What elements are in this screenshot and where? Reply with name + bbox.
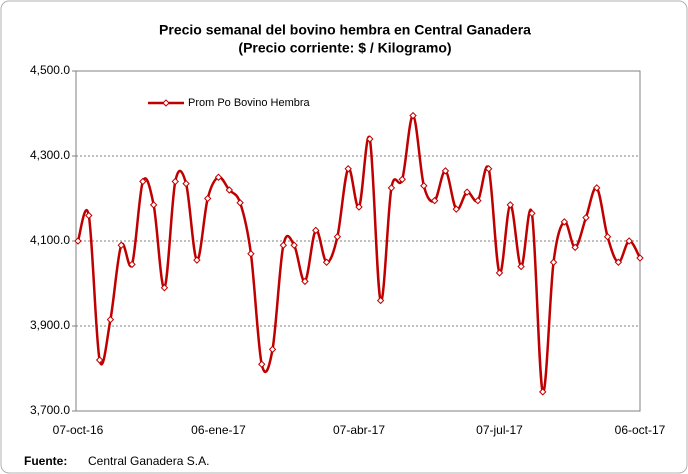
point-marker <box>193 256 201 264</box>
chart-subtitle: (Precio corriente: $ / Kilogramo) <box>238 40 451 56</box>
x-tick-label: 07-oct-16 <box>53 423 104 437</box>
y-tick-label: 4,500.0 <box>30 63 70 77</box>
point-marker <box>636 254 644 262</box>
y-tick-label: 4,300.0 <box>30 148 70 162</box>
point-marker <box>387 184 396 192</box>
point-marker <box>420 182 428 190</box>
point-marker <box>268 345 277 354</box>
point-marker <box>452 205 460 213</box>
x-tick-label: 06-oct-17 <box>615 423 666 437</box>
point-marker <box>258 360 266 368</box>
point-marker <box>441 167 450 175</box>
legend-label: Prom Po Bovino Hembra <box>188 97 311 109</box>
point-marker <box>247 250 255 258</box>
point-marker <box>203 194 212 203</box>
source-label: Fuente: <box>24 454 67 468</box>
point-marker <box>95 356 104 364</box>
point-marker <box>398 175 406 184</box>
point-marker <box>549 258 558 266</box>
point-marker <box>160 284 169 292</box>
point-marker <box>571 243 579 252</box>
point-marker <box>463 188 471 196</box>
point-marker <box>322 258 331 266</box>
x-tick-label: 07-abr-17 <box>333 423 385 437</box>
point-marker <box>236 199 244 207</box>
legend-marker <box>162 99 170 107</box>
point-marker <box>149 201 158 209</box>
point-marker <box>474 196 482 205</box>
x-tick-label: 07-jul-17 <box>476 423 523 437</box>
point-marker <box>495 269 504 277</box>
point-marker <box>560 218 569 226</box>
point-marker <box>279 241 288 249</box>
point-marker <box>139 177 147 186</box>
point-marker <box>528 209 536 218</box>
point-marker <box>593 184 601 192</box>
point-marker <box>366 135 374 143</box>
point-marker <box>128 260 136 269</box>
point-marker <box>409 111 417 120</box>
point-marker <box>312 226 320 235</box>
point-marker <box>301 277 309 286</box>
point-marker <box>225 186 234 194</box>
point-marker <box>290 241 298 249</box>
y-tick-label: 3,700.0 <box>30 403 70 417</box>
point-marker <box>344 165 352 173</box>
point-marker <box>603 233 612 241</box>
point-marker <box>430 196 439 205</box>
y-tick-label: 4,100.0 <box>30 233 70 247</box>
point-marker <box>171 177 179 186</box>
point-marker <box>506 201 515 209</box>
point-marker <box>85 211 93 220</box>
point-marker <box>214 173 223 181</box>
point-marker <box>484 165 493 173</box>
point-marker <box>582 213 590 222</box>
point-marker <box>106 315 115 324</box>
point-marker <box>376 296 385 305</box>
point-marker <box>614 258 623 266</box>
point-marker <box>517 262 525 271</box>
x-tick-label: 06-ene-17 <box>191 423 246 437</box>
point-marker <box>625 237 633 245</box>
point-marker <box>355 203 363 211</box>
point-marker <box>117 241 125 249</box>
point-marker <box>539 388 547 396</box>
point-marker <box>182 179 190 188</box>
chart-title: Precio semanal del bovino hembra en Cent… <box>159 22 531 38</box>
point-marker <box>333 233 342 241</box>
point-marker <box>74 237 82 245</box>
source: Central Ganadera S.A. <box>88 454 209 468</box>
y-tick-label: 3,900.0 <box>30 318 70 332</box>
